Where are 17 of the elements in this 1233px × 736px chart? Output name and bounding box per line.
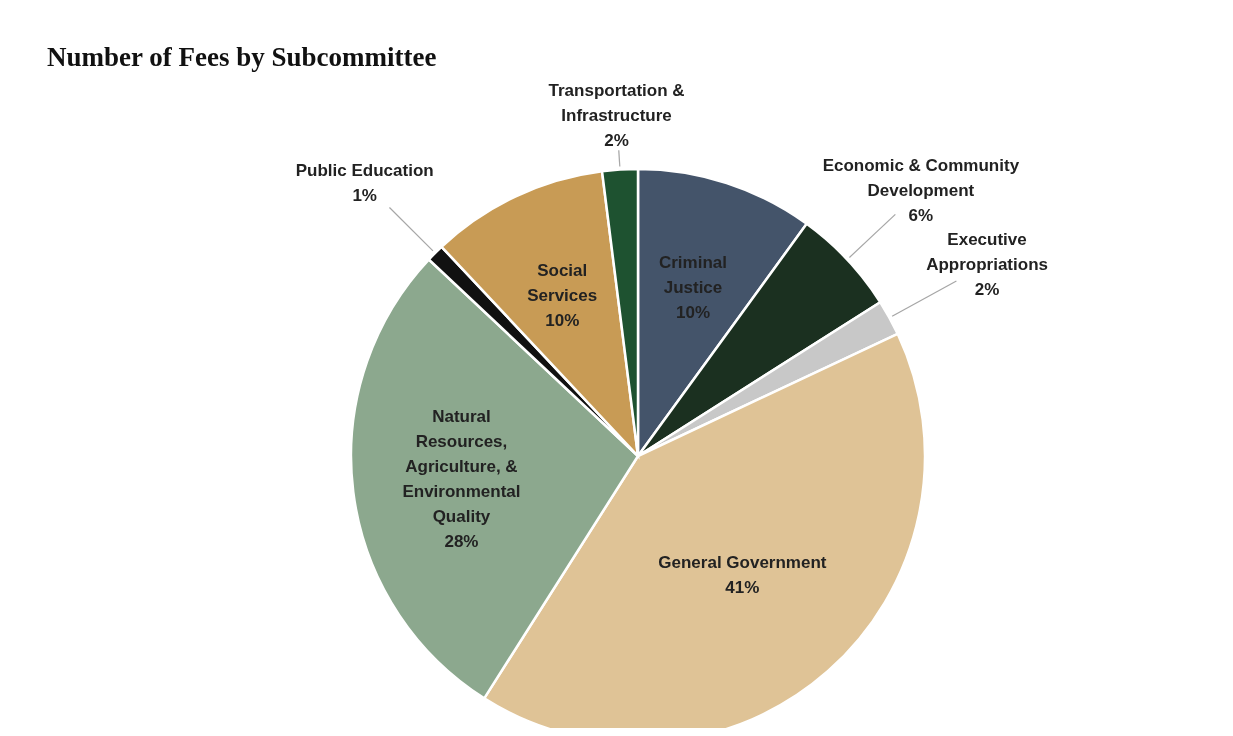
data-label: 1% (352, 185, 377, 205)
slice-label: Natural Resources, Agriculture, & Environmental Quality (402, 406, 521, 526)
slice-label: Social Services (527, 260, 598, 305)
slice-label: Executive Appropriations (926, 229, 1048, 274)
data-label: 28% (444, 531, 479, 551)
data-label: 6% (908, 205, 934, 225)
data-label: 2% (974, 279, 1000, 299)
slice-label: Economic & Community Development (822, 155, 1020, 200)
data-label: 10% (675, 302, 710, 322)
slice-label: General Government (658, 552, 827, 572)
data-label: 10% (545, 310, 580, 330)
data-label: 41% (725, 577, 760, 597)
slice-label: Public Education (295, 160, 434, 180)
slice-label: Criminal Justice (658, 252, 727, 297)
slice-label: Transportation & Infrastructure (548, 80, 685, 125)
data-label: 2% (604, 130, 629, 150)
chart-title: Number of Fees by Subcommittee (47, 42, 437, 72)
